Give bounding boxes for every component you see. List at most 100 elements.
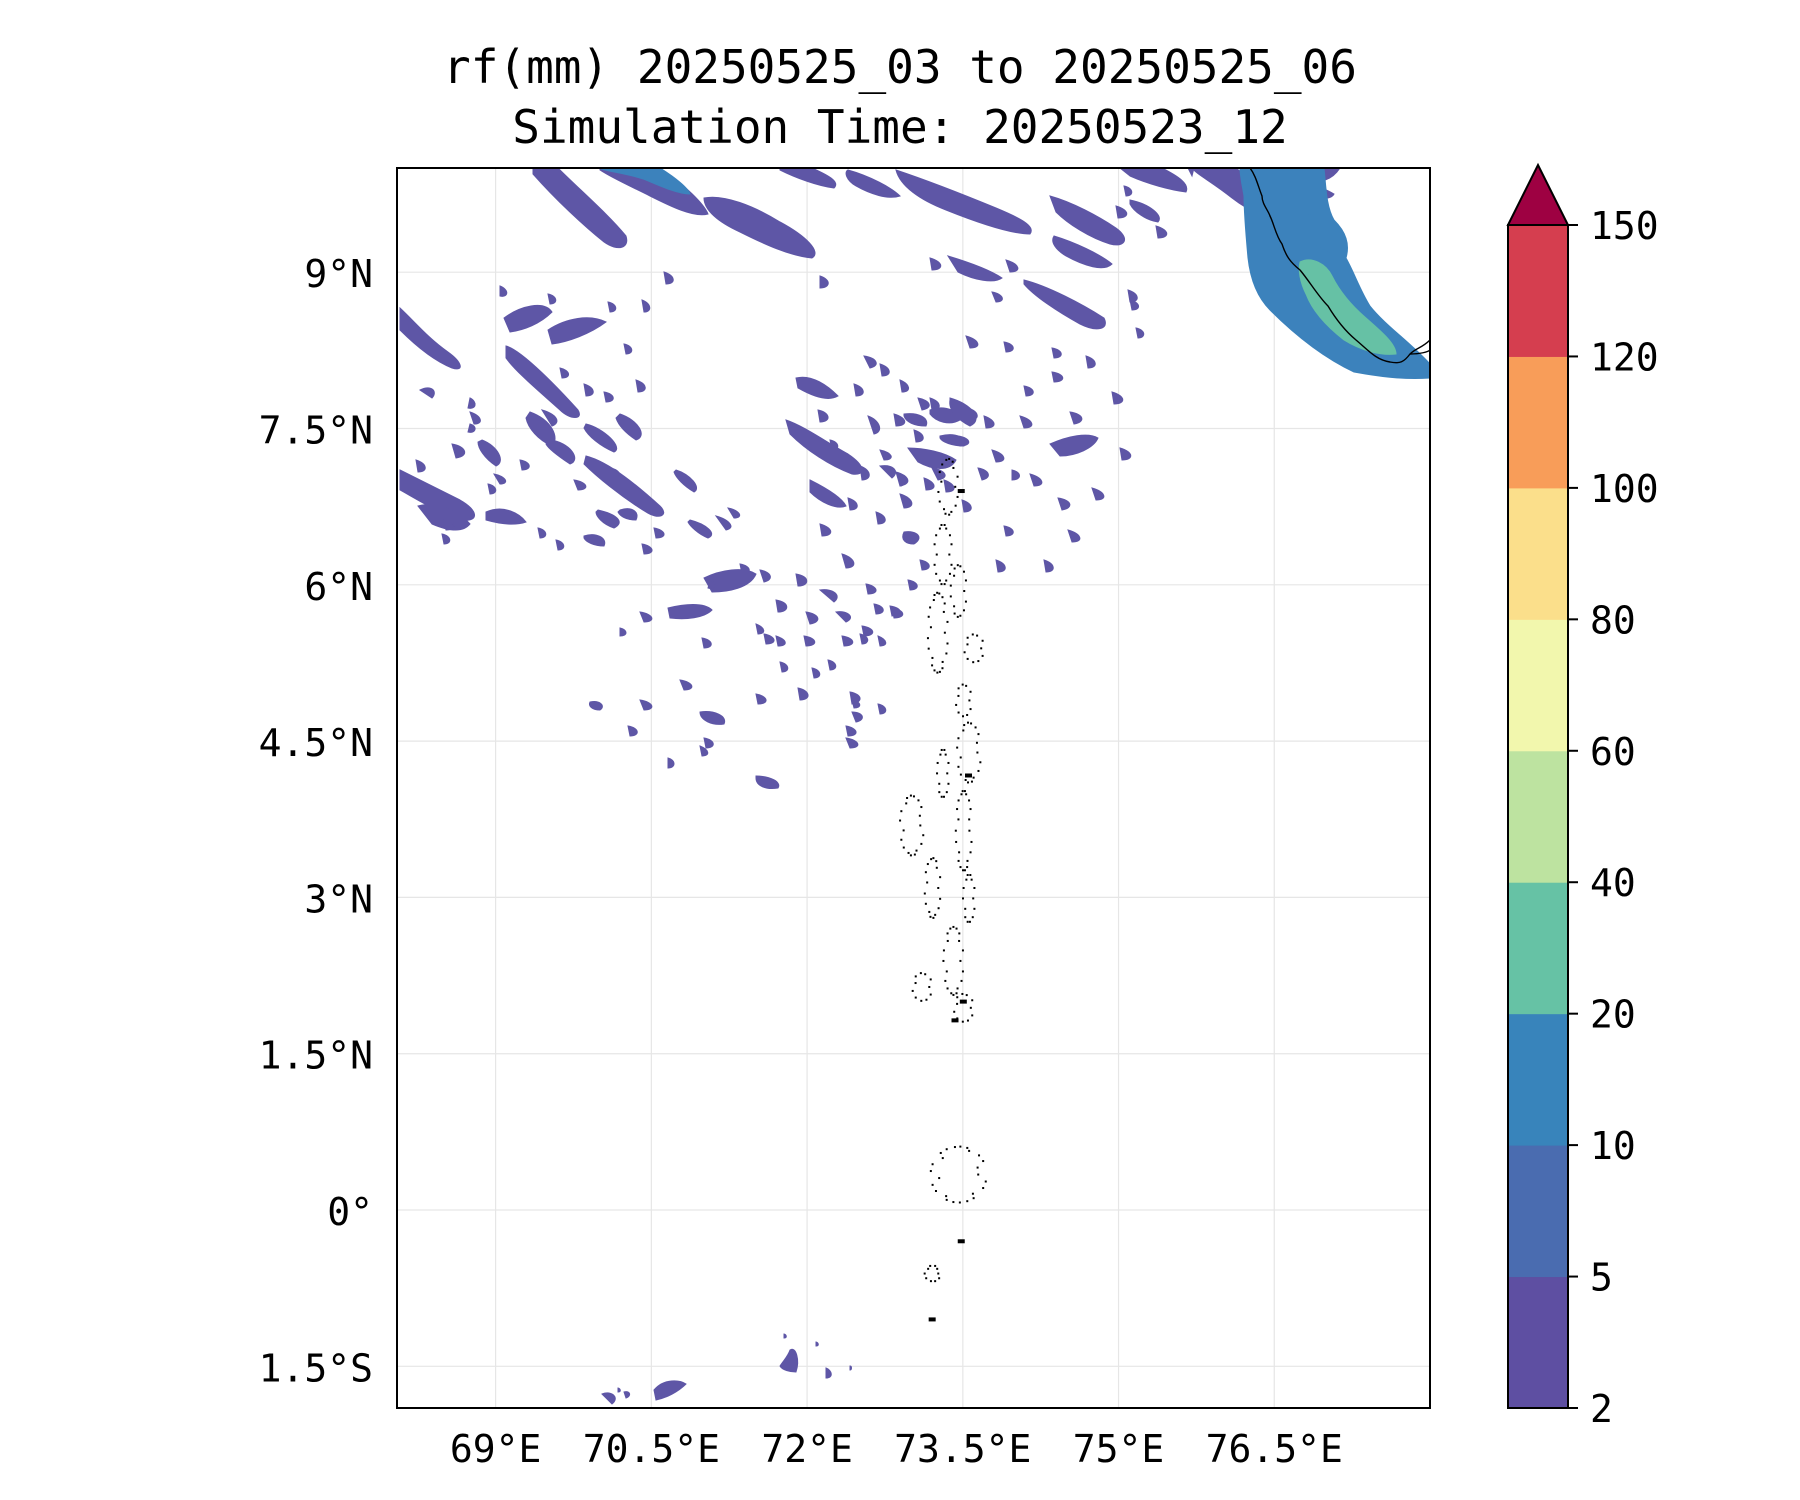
atoll-dot [938,782,941,785]
atoll-dot [969,1006,972,1009]
atoll-dot [931,1163,934,1166]
atoll-dot [931,1183,934,1186]
atoll-dot [967,721,970,724]
atoll-dot [902,829,905,832]
lat-tick-label: 6°N [304,565,373,609]
atoll-dot [956,495,959,498]
atoll-dot [959,614,962,617]
atoll-dot [952,925,955,928]
atoll-dot [963,790,966,793]
atoll-dot [941,463,944,466]
atoll-dot [935,553,938,556]
atoll-dot [977,660,980,663]
lon-tick-label: 73.5°E [894,1427,1031,1471]
atoll-dot [945,1195,948,1198]
atoll-dot [972,897,975,900]
atoll-dot [959,866,962,869]
atoll-dot [948,534,951,537]
atoll-dot [929,993,932,996]
atoll-dot [959,959,962,962]
atoll-dot [973,886,976,889]
atoll-dot [969,708,972,711]
atoll-dot [956,564,959,567]
atoll-dot [935,572,938,575]
atoll-dot [938,670,941,673]
atoll-dot [913,853,916,856]
atoll-dot [944,512,947,515]
atoll-dot [970,878,973,881]
atoll-dot [966,713,969,716]
atoll-dot [968,799,971,802]
atoll-dot [971,1192,974,1195]
atoll-dot [914,996,917,999]
atoll-dot [957,737,960,740]
colorbar-tick-label: 5 [1590,1256,1613,1300]
atoll-dot [943,583,946,586]
atoll-dot [958,851,961,854]
atoll-dot [944,979,947,982]
atoll-dot [961,1020,964,1023]
atoll-dot [943,508,946,511]
atoll-dot [936,1267,939,1270]
atoll-dot [954,829,957,832]
atoll-dot [942,949,945,952]
atoll-dot [944,753,947,756]
atoll-dot [953,612,956,615]
atoll-dot [906,796,909,799]
atoll-dot [929,1280,932,1283]
atoll-dot [957,694,960,697]
atoll-dot [930,858,933,861]
atoll-dot [953,1146,956,1149]
atoll-dot [953,574,956,577]
lon-tick-labels: 69°E 70.5°E 72°E 73.5°E 75°E 76.5°E [450,1427,1343,1471]
atoll-dot [956,475,959,478]
colorbar-segment [1508,619,1568,752]
atoll-dot [952,1201,955,1204]
atoll-dot [931,656,934,659]
atoll-dot [952,466,955,469]
atoll-dot [933,563,936,566]
atoll-dot [918,814,921,817]
atoll-dot [949,595,952,598]
atoll-dot [945,458,948,461]
atoll-dot [905,802,908,805]
atoll-dot [920,999,923,1002]
atoll-dot [959,1145,962,1148]
atoll-dot [920,842,923,845]
atoll-dot [927,615,930,618]
atoll-dot [912,795,915,798]
atoll-dot [936,671,939,674]
colorbar-tick-label: 150 [1590,204,1659,248]
colorbar-segment [1508,225,1568,357]
colorbar-tick-label: 10 [1590,1124,1636,1168]
plot-subtitle: Simulation Time: 20250523_12 [512,100,1288,154]
atoll-dot [968,920,971,923]
atoll-dot [907,851,910,854]
atoll-dot [975,741,978,744]
lon-tick-label: 76.5°E [1206,1427,1343,1471]
atoll-dot [902,846,905,849]
rainfall-fill [399,168,1430,1408]
rain-heavy [1298,259,1397,355]
atoll-dot [943,524,946,527]
atoll-dot [945,791,948,794]
atoll-dot [957,711,960,714]
atoll-dot [973,907,976,910]
island [951,1018,959,1023]
colorbar-tick-label: 20 [1590,993,1636,1037]
atoll-dot [932,916,935,919]
atoll-dot [934,1190,937,1193]
atoll-dot [964,779,967,782]
atoll-dot [946,642,949,645]
atoll-dot [934,1264,937,1267]
atoll-dot [964,916,967,919]
atoll-dot [924,871,927,874]
atoll-dot [962,715,965,718]
atoll-dot [915,849,918,852]
atoll-dot [939,897,942,900]
atoll-dot [929,626,932,629]
atoll-dot [923,1272,926,1275]
atoll-dot [960,979,963,982]
atoll-dot [935,860,938,863]
